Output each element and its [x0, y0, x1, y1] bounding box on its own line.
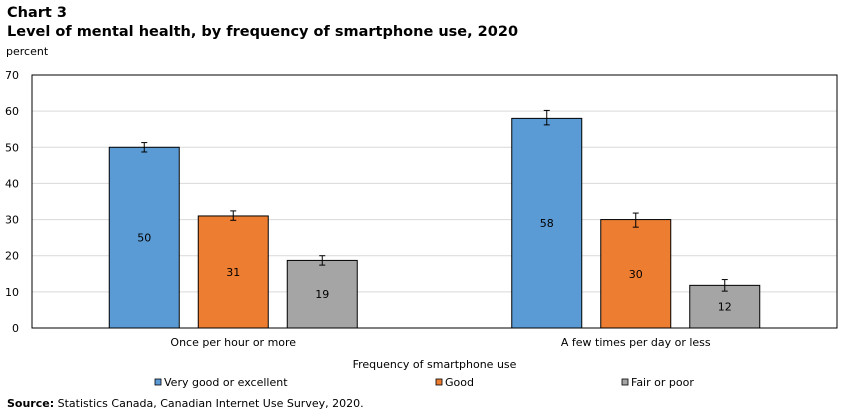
bar: [286, 259, 358, 329]
legend-label: Very good or excellent: [164, 376, 288, 389]
source-note: Source: Statistics Canada, Canadian Inte…: [7, 397, 364, 410]
bar: [108, 146, 180, 329]
y-tick-label: 20: [5, 250, 19, 263]
x-tick-label: A few times per day or less: [561, 336, 711, 349]
y-axis-label: percent: [6, 45, 49, 58]
x-axis-label: Frequency of smartphone use: [353, 358, 517, 371]
data-label: 19: [315, 288, 329, 301]
bar: [689, 284, 761, 329]
bar: [600, 219, 672, 329]
data-label: 12: [718, 301, 732, 314]
legend-swatch: [154, 378, 162, 386]
data-label: 58: [540, 217, 554, 230]
chart-title-line-1: Chart 3: [7, 5, 67, 21]
legend-label: Fair or poor: [631, 376, 694, 389]
legend-swatch: [435, 378, 443, 386]
source-text: Statistics Canada, Canadian Internet Use…: [54, 397, 364, 410]
x-tick-label: Once per hour or more: [170, 336, 296, 349]
y-tick-label: 40: [5, 177, 19, 190]
source-label: Source:: [7, 397, 55, 410]
y-tick-label: 50: [5, 141, 19, 154]
legend-swatch: [621, 378, 629, 386]
chart-title-line-2: Level of mental health, by frequency of …: [7, 24, 519, 40]
data-label: 30: [629, 268, 643, 281]
y-tick-label: 70: [5, 69, 19, 82]
y-tick-label: 60: [5, 105, 19, 118]
data-label: 31: [226, 266, 240, 279]
y-tick-label: 10: [5, 286, 19, 299]
y-tick-label: 0: [12, 322, 19, 335]
plot-frame: [31, 74, 838, 329]
data-label: 50: [137, 232, 151, 245]
y-tick-label: 30: [5, 214, 19, 227]
legend-label: Good: [445, 376, 474, 389]
